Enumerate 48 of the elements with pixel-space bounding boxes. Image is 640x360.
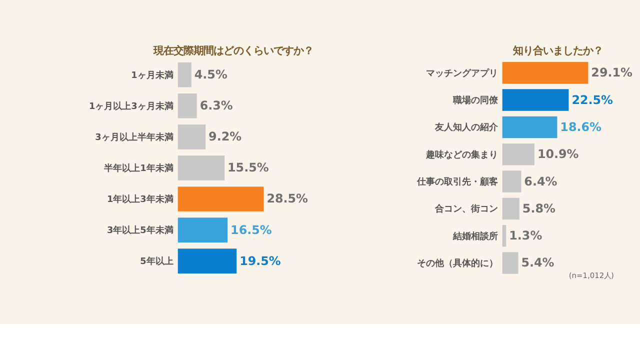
data-label: 10.9% [537, 147, 579, 162]
data-label: 15.5% [228, 160, 269, 175]
data-label: 29.1% [591, 66, 633, 80]
y-tick-label: 仕事の取引先・顧客 [416, 176, 498, 188]
chart-title: 現在交際期間はどのくらいですか？ [152, 45, 314, 58]
data-label: 19.5% [240, 254, 281, 268]
y-tick-label: 3年以上5年未満 [106, 225, 174, 236]
data-label: 1.3% [509, 228, 542, 243]
data-label: 18.6% [560, 120, 602, 134]
bar [502, 89, 569, 111]
y-tick-label: 1ヶ月以上3ヶ月未満 [88, 100, 174, 112]
y-tick-label: 合コン、街コン [434, 204, 498, 215]
data-label: 22.5% [572, 92, 614, 107]
data-label: 6.4% [524, 174, 558, 188]
y-tick-label: 1年以上3年未満 [106, 194, 174, 205]
data-label: 5.4% [521, 256, 554, 270]
bar [178, 62, 192, 88]
bar [502, 252, 518, 274]
bar [178, 93, 197, 118]
y-tick-label: その他（具体的に） [416, 258, 498, 269]
annotation: (n=1,012人) [568, 271, 614, 280]
data-label: 16.5% [230, 222, 272, 237]
bar [178, 124, 206, 150]
bar [178, 248, 237, 274]
data-label: 28.5% [266, 192, 308, 206]
y-tick-label: 5年以上 [140, 256, 174, 268]
bar [178, 156, 225, 180]
y-tick-label: 3ヶ月以上半年未満 [95, 132, 174, 143]
bar [502, 144, 534, 166]
bar [502, 224, 506, 247]
y-tick-label: 趣味などの集まり [424, 149, 498, 160]
bar [502, 62, 588, 84]
data-label: 5.8% [522, 201, 556, 216]
bar [502, 198, 520, 220]
y-tick-label: 半年以上1年未満 [103, 162, 174, 174]
data-label: 6.3% [200, 98, 233, 113]
data-label: 4.5% [194, 68, 228, 82]
bar [178, 218, 228, 242]
chart-title: 知り合いましたか？ [512, 45, 604, 58]
y-tick-label: 1ヶ月未満 [131, 70, 174, 81]
y-tick-label: マッチングアプリ [426, 68, 498, 79]
data-label: 9.2% [208, 130, 242, 144]
bar [502, 116, 558, 138]
bar [178, 186, 264, 212]
bar [502, 170, 522, 192]
y-tick-label: 結婚相談所 [452, 230, 498, 242]
y-tick-label: 職場の同僚 [452, 95, 499, 106]
y-tick-label: 友人知人の紹介 [434, 122, 499, 134]
